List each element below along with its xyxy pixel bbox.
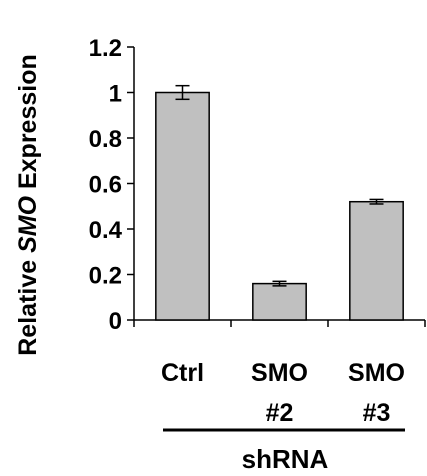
bars <box>155 84 404 321</box>
category-label: SMO <box>251 359 308 387</box>
y-axis-label-suffix: Expression <box>14 54 42 196</box>
y-axis-label-prefix: Relative <box>14 253 42 356</box>
category-label: SMO <box>348 359 405 387</box>
y-tick-label: 0.6 <box>89 172 122 199</box>
group-label: shRNA <box>242 444 329 474</box>
category-label-line2: #3 <box>363 399 391 427</box>
category-label: Ctrl <box>161 359 204 387</box>
category-label-line2: #2 <box>266 399 294 427</box>
y-axis: 0 0.2 0.4 0.6 0.8 1 1.2 <box>89 35 135 335</box>
x-axis <box>133 319 426 327</box>
y-axis-label-italic: SMO <box>14 195 42 253</box>
y-tick-label: 0.2 <box>89 263 122 290</box>
y-tick-label: 0.4 <box>89 217 123 244</box>
y-tick-label: 1.2 <box>89 35 122 62</box>
y-tick-label: 1 <box>109 81 122 108</box>
bar <box>252 282 307 321</box>
bar <box>349 200 404 321</box>
y-tick-label: 0 <box>109 308 122 335</box>
bar <box>155 91 210 321</box>
category-labels: Ctrl SMO #2 SMO #3 <box>161 359 405 427</box>
y-tick-label: 0.8 <box>89 126 122 153</box>
y-axis-label: Relative SMO Expression <box>14 54 42 356</box>
